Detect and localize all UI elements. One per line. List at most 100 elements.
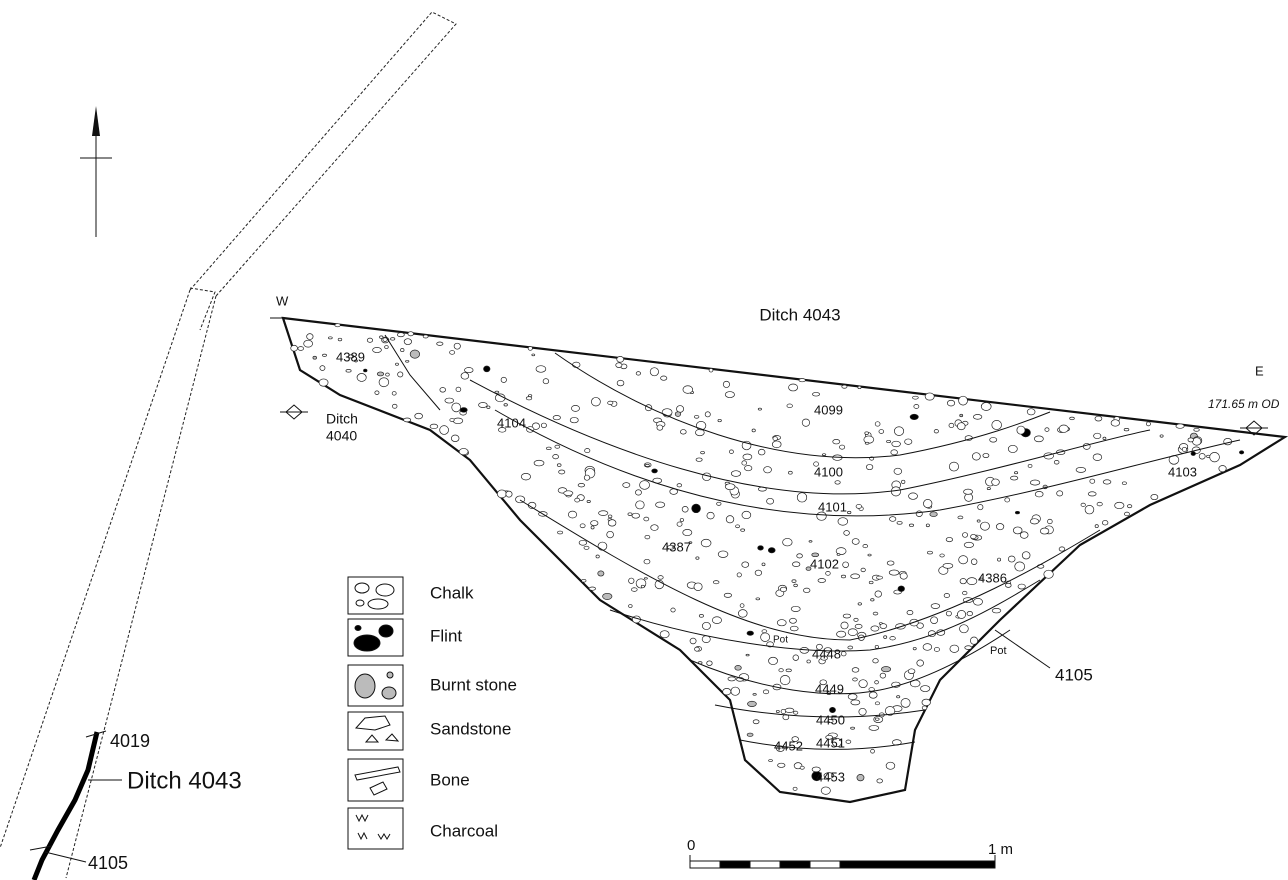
pebble [990,437,997,442]
pebble [705,412,710,417]
pebble [923,499,932,507]
pebble [786,669,791,672]
pebble [501,377,506,382]
pebble [958,516,963,519]
pebble [949,462,958,471]
pebble [949,423,954,427]
pebble [570,417,578,422]
pebble [591,526,594,529]
legend-label: Charcoal [430,821,498,840]
scale-bar [690,855,995,868]
pebble [747,733,753,736]
pebble [718,551,728,558]
pebble [404,339,411,345]
context-label: 4449 [815,681,844,696]
context-label: 4387 [662,539,691,554]
pebble [889,570,899,575]
pebble [917,660,924,666]
pebble [709,368,713,372]
pebble [920,686,929,692]
context-label: 4448 [812,646,841,661]
scale-label: 1 m [988,841,1013,858]
pebble [865,432,869,435]
pebble [957,423,965,430]
pebble [391,338,395,341]
pebble [506,491,512,497]
pebble [392,392,396,396]
pebble [526,397,532,400]
context-label: 4451 [816,735,845,750]
pebble [598,542,607,550]
pebble [635,490,641,495]
pebble [970,637,977,644]
north-arrow [80,106,112,237]
pebble [922,699,931,706]
pebble [386,373,390,376]
pebble [792,562,799,567]
pebble [972,453,980,460]
pebble [546,447,551,450]
pebble [973,598,982,605]
pebble [677,484,682,487]
pebble [776,710,779,712]
pebble [584,475,589,480]
pebble [564,491,573,496]
pebble [521,473,530,480]
pebble [762,563,765,566]
plan-label: Ditch 4043 [127,767,242,794]
pebble [1085,505,1094,514]
pebble [859,680,867,688]
legend-label: Flint [430,626,462,645]
pebble [807,660,811,663]
pebble [328,337,332,339]
pot-label: Pot [990,645,1007,657]
pebble [753,720,759,724]
pebble [973,414,981,419]
pebble [1015,511,1019,514]
pebble [338,338,342,341]
pebble [729,450,733,454]
pebble [880,624,887,629]
pebble [992,608,1001,613]
pebble [855,624,862,628]
pebble [738,610,747,618]
pebble [1008,556,1015,562]
pebble [841,652,846,656]
pebble [769,760,773,762]
pebble [582,579,586,582]
pebble [699,615,703,618]
pebble [717,502,721,505]
pebble [373,347,382,352]
pebble [1151,494,1158,499]
pebble [557,531,562,534]
pebble [1210,452,1220,461]
pebble [406,360,409,362]
scale-label: 0 [687,837,695,854]
pebble [680,430,686,435]
pebble [997,558,1000,561]
pebble [1059,547,1065,551]
pebble [1191,452,1195,456]
context-label: 4386 [978,570,1007,585]
pebble [724,593,731,597]
pebble [644,578,647,580]
pebble [322,354,326,356]
pebble [992,479,1000,485]
pebble [758,449,765,455]
pebble [694,583,702,591]
pebble [1022,552,1030,559]
pebble [852,539,859,545]
pebble [864,436,874,443]
pebble [695,647,700,651]
pebble [451,435,459,442]
pebble [861,568,865,572]
pebble [897,521,902,524]
pebble [707,512,714,519]
pebble [578,483,585,487]
pebble [887,561,894,565]
pebble [741,529,745,531]
pebble [1040,528,1049,534]
ditch-label: 4040 [326,428,357,444]
pebble [866,464,873,469]
pebble [1008,445,1017,452]
